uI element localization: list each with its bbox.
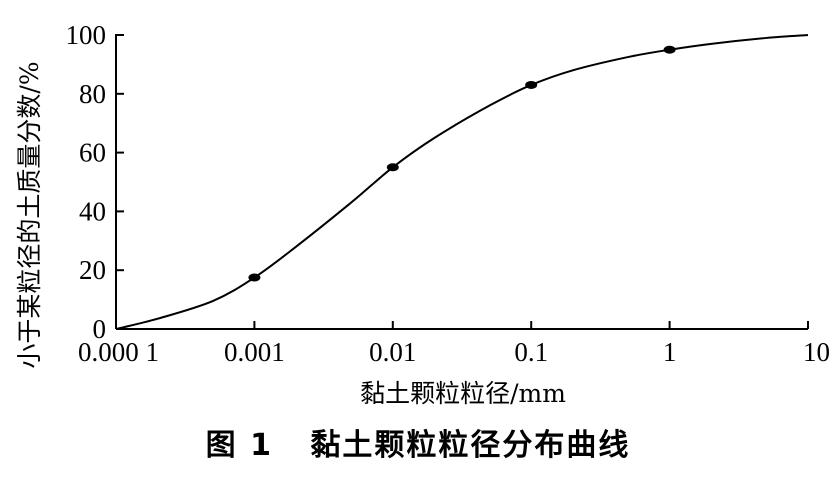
data-point [663,45,676,54]
y-tick-label: 40 [79,196,106,226]
data-point [525,80,538,89]
y-tick-label: 100 [66,20,107,50]
x-tick-label: 0.000 1 [78,337,159,367]
x-tick-label: 0.1 [514,337,548,367]
markers [248,45,676,282]
x-tick-label: 10 [803,337,830,367]
y-tick-label: 60 [79,138,106,168]
y-axis-title: 小于某粒径的土质量分数/% [15,61,44,368]
series-line [115,34,809,330]
x-axis-title: 黏土颗粒粒径/mm [360,379,566,408]
series [115,34,809,330]
x-tick-label: 1 [663,337,677,367]
axes [115,34,808,330]
x-tick-label: 0.001 [224,337,285,367]
figure-caption: 图 1 黏土颗粒粒径分布曲线 [205,428,631,463]
y-tick-label: 80 [79,79,106,109]
x-tick-label: 0.01 [369,337,416,367]
chart: 0 20 40 60 80 100 0.000 1 0.001 0.01 0.1 1 10 黏土颗粒粒… [15,20,831,408]
ticks [115,34,809,330]
data-point [248,273,261,282]
y-tick-label: 0 [93,314,107,344]
y-tick-label: 20 [79,255,106,285]
data-point [386,163,399,172]
tick-labels: 0 20 40 60 80 100 0.000 1 0.001 0.01 0.1 1 10 [66,20,831,367]
